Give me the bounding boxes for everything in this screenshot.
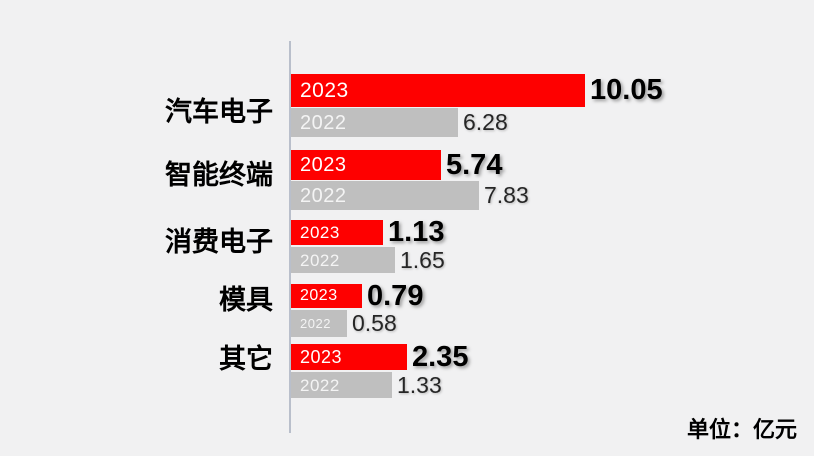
value-label-2023: 5.74	[446, 148, 503, 181]
bar-year-label: 2023	[300, 223, 340, 242]
category-label: 智能终端	[165, 160, 273, 190]
category-label: 其它	[219, 344, 273, 374]
bar-2023: 2023	[291, 220, 383, 245]
category-label: 模具	[219, 285, 273, 315]
bar-year-label: 2023	[300, 287, 338, 304]
bar-year-label: 2022	[300, 184, 347, 207]
bar-2022: 2022	[291, 372, 392, 398]
category-axis-line	[289, 41, 291, 433]
bar-2022: 2022	[291, 247, 395, 273]
value-label-2022: 1.65	[400, 246, 445, 273]
bar-row-2022: 2022 1.65	[291, 247, 445, 273]
bar-row-2023: 2023 5.74	[291, 150, 502, 180]
bar-row-2023: 2023 2.35	[291, 340, 469, 373]
bar-year-label: 2022	[300, 316, 331, 331]
bar-row-2023: 2023 0.79	[291, 279, 424, 312]
bar-row-2022: 2022 1.33	[291, 372, 442, 398]
category-label: 汽车电子	[165, 97, 273, 127]
bar-year-label: 2023	[300, 154, 347, 176]
bar-year-label: 2023	[300, 347, 343, 367]
bar-2023: 2023	[291, 344, 407, 370]
bar-2022: 2022	[291, 108, 458, 137]
bar-2023: 2023	[291, 74, 585, 107]
bar-row-2023: 2023 10.05	[291, 74, 663, 107]
bar-row-2022: 2022 0.58	[291, 310, 397, 337]
bar-2022: 2022	[291, 181, 479, 210]
bar-year-label: 2022	[300, 375, 340, 395]
value-label-2022: 0.58	[352, 310, 397, 336]
value-label-2023: 0.79	[367, 279, 424, 312]
bar-2023: 2023	[291, 284, 362, 308]
bar-row-2022: 2022 7.83	[291, 181, 529, 210]
value-label-2023: 10.05	[590, 74, 663, 106]
value-label-2023: 1.13	[388, 216, 445, 248]
bar-2022: 2022	[291, 310, 347, 337]
bar-year-label: 2023	[300, 79, 349, 102]
bar-2023: 2023	[291, 150, 441, 180]
bar-row-2023: 2023 1.13	[291, 216, 445, 248]
bar-year-label: 2022	[300, 111, 347, 134]
bar-year-label: 2022	[300, 250, 340, 270]
bar-row-2022: 2022 6.28	[291, 108, 508, 137]
value-label-2022: 7.83	[484, 182, 529, 208]
value-label-2023: 2.35	[412, 340, 469, 373]
value-label-2022: 6.28	[463, 109, 508, 135]
unit-label: 单位：亿元	[686, 417, 797, 442]
value-label-2022: 1.33	[397, 371, 442, 398]
category-label: 消费电子	[165, 227, 273, 257]
